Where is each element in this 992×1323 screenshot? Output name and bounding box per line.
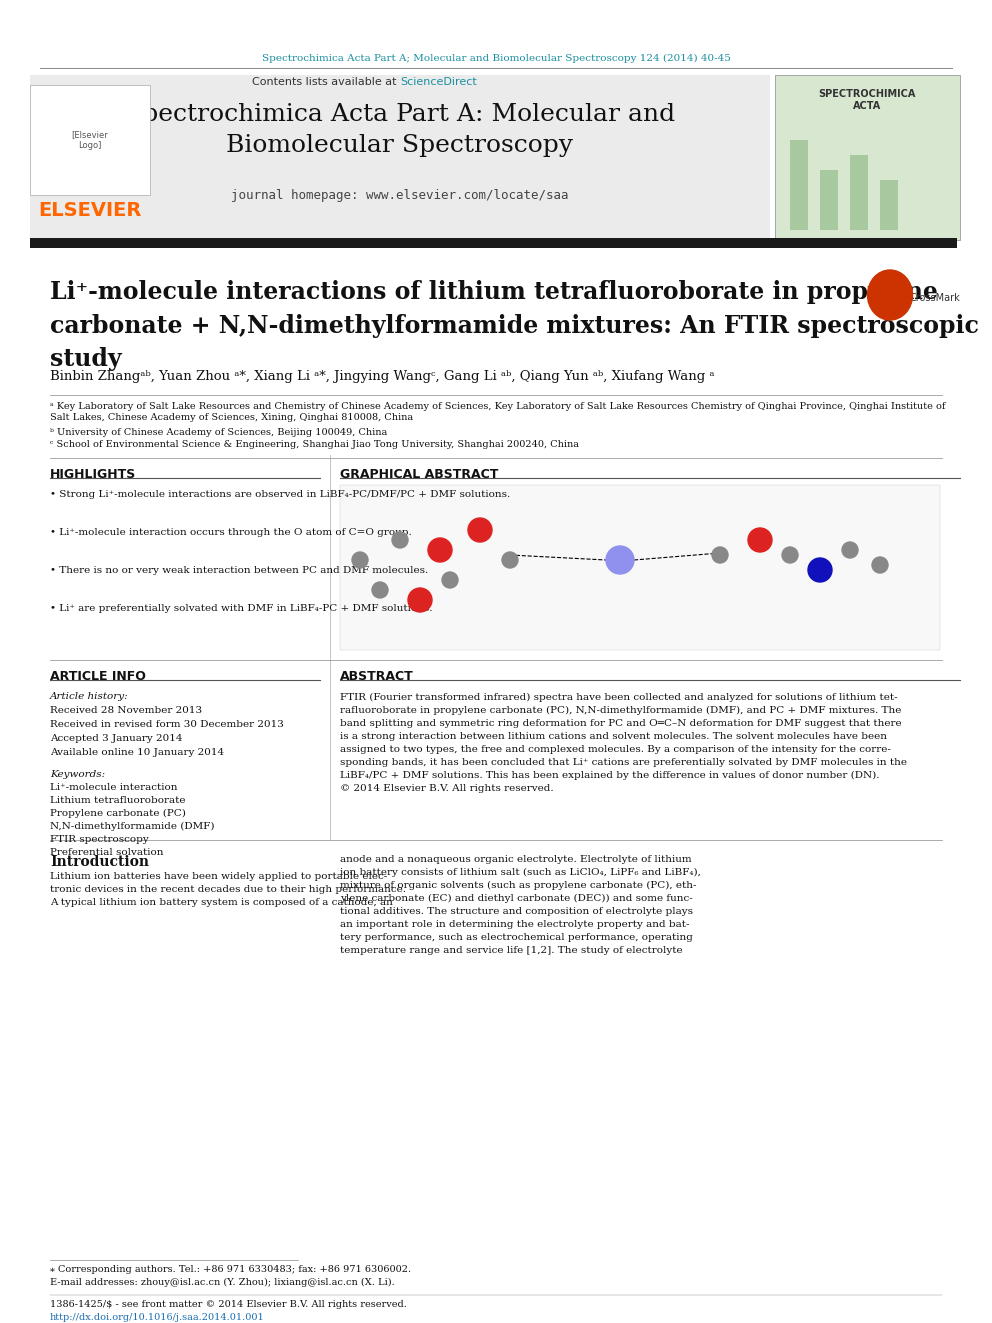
- Circle shape: [782, 546, 798, 564]
- Text: is a strong interaction between lithium cations and solvent molecules. The solve: is a strong interaction between lithium …: [340, 732, 887, 741]
- Text: ᵇ University of Chinese Academy of Sciences, Beijing 100049, China: ᵇ University of Chinese Academy of Scien…: [50, 429, 387, 437]
- Text: 1386-1425/$ - see front matter © 2014 Elsevier B.V. All rights reserved.: 1386-1425/$ - see front matter © 2014 El…: [50, 1301, 407, 1308]
- Bar: [850, 155, 868, 230]
- Circle shape: [372, 582, 388, 598]
- Text: http://dx.doi.org/10.1016/j.saa.2014.01.001: http://dx.doi.org/10.1016/j.saa.2014.01.…: [50, 1312, 265, 1322]
- Circle shape: [712, 546, 728, 564]
- Text: Available online 10 January 2014: Available online 10 January 2014: [50, 747, 224, 757]
- Circle shape: [408, 587, 432, 613]
- Text: Received in revised form 30 December 2013: Received in revised form 30 December 201…: [50, 720, 284, 729]
- Circle shape: [352, 552, 368, 568]
- Text: Li⁺-molecule interactions of lithium tetrafluoroborate in propylene
carbonate + : Li⁺-molecule interactions of lithium tet…: [50, 280, 979, 370]
- Text: Li⁺-molecule interaction: Li⁺-molecule interaction: [50, 783, 178, 792]
- Text: LiBF₄/PC + DMF solutions. This has been explained by the difference in values of: LiBF₄/PC + DMF solutions. This has been …: [340, 771, 880, 781]
- Circle shape: [842, 542, 858, 558]
- Text: tronic devices in the recent decades due to their high performance.: tronic devices in the recent decades due…: [50, 885, 406, 894]
- Circle shape: [606, 546, 634, 574]
- Text: temperature range and service life [1,2]. The study of electrolyte: temperature range and service life [1,2]…: [340, 946, 682, 955]
- Bar: [820, 169, 838, 230]
- Text: Introduction: Introduction: [50, 855, 149, 869]
- Text: tional additives. The structure and composition of electrolyte plays: tional additives. The structure and comp…: [340, 908, 693, 916]
- Circle shape: [808, 558, 832, 582]
- Text: • Li⁺-molecule interaction occurs through the O atom of C=O group.: • Li⁺-molecule interaction occurs throug…: [50, 528, 412, 537]
- Text: ᵃ Key Laboratory of Salt Lake Resources and Chemistry of Chinese Academy of Scie: ᵃ Key Laboratory of Salt Lake Resources …: [50, 402, 945, 422]
- Circle shape: [392, 532, 408, 548]
- Text: CrossMark: CrossMark: [910, 292, 960, 303]
- Text: tery performance, such as electrochemical performance, operating: tery performance, such as electrochemica…: [340, 933, 692, 942]
- Text: [Elsevier
Logo]: [Elsevier Logo]: [71, 130, 108, 149]
- Text: Preferential solvation: Preferential solvation: [50, 848, 164, 857]
- Circle shape: [442, 572, 458, 587]
- Text: GRAPHICAL ABSTRACT: GRAPHICAL ABSTRACT: [340, 468, 498, 482]
- Text: • There is no or very weak interaction between PC and DMF molecules.: • There is no or very weak interaction b…: [50, 566, 429, 576]
- Text: • Li⁺ are preferentially solvated with DMF in LiBF₄-PC + DMF solutions.: • Li⁺ are preferentially solvated with D…: [50, 605, 433, 613]
- Bar: [30, 85, 150, 194]
- Text: FTIR spectroscopy: FTIR spectroscopy: [50, 835, 149, 844]
- Text: • Strong Li⁺-molecule interactions are observed in LiBF₄-PC/DMF/PC + DMF solutio: • Strong Li⁺-molecule interactions are o…: [50, 490, 510, 499]
- Text: Received 28 November 2013: Received 28 November 2013: [50, 706, 202, 714]
- Text: FTIR (Fourier transformed infrared) spectra have been collected and analyzed for: FTIR (Fourier transformed infrared) spec…: [340, 693, 898, 703]
- Text: SPECTROCHIMICA
ACTA: SPECTROCHIMICA ACTA: [818, 89, 916, 111]
- Text: mixture of organic solvents (such as propylene carbonate (PC), eth-: mixture of organic solvents (such as pro…: [340, 881, 696, 890]
- Text: Propylene carbonate (PC): Propylene carbonate (PC): [50, 808, 186, 818]
- Text: rafluoroborate in propylene carbonate (PC), N,N-dimethylformamide (DMF), and PC : rafluoroborate in propylene carbonate (P…: [340, 706, 902, 716]
- Text: ELSEVIER: ELSEVIER: [39, 201, 142, 220]
- Text: Lithium tetrafluoroborate: Lithium tetrafluoroborate: [50, 796, 186, 804]
- Text: Keywords:: Keywords:: [50, 770, 105, 779]
- Circle shape: [748, 528, 772, 552]
- Text: anode and a nonaqueous organic electrolyte. Electrolyte of lithium: anode and a nonaqueous organic electroly…: [340, 855, 691, 864]
- Text: Spectrochimica Acta Part A; Molecular and Biomolecular Spectroscopy 124 (2014) 4: Spectrochimica Acta Part A; Molecular an…: [262, 53, 730, 62]
- Text: Li: Li: [615, 557, 625, 568]
- Text: ABSTRACT: ABSTRACT: [340, 669, 414, 683]
- Text: ⁎ Corresponding authors. Tel.: +86 971 6330483; fax: +86 971 6306002.: ⁎ Corresponding authors. Tel.: +86 971 6…: [50, 1265, 411, 1274]
- Bar: [775, 75, 960, 239]
- Text: sponding bands, it has been concluded that Li⁺ cations are preferentially solvat: sponding bands, it has been concluded th…: [340, 758, 907, 767]
- Text: journal homepage: www.elsevier.com/locate/saa: journal homepage: www.elsevier.com/locat…: [231, 188, 568, 201]
- Text: ARTICLE INFO: ARTICLE INFO: [50, 669, 146, 683]
- Text: band splitting and symmetric ring deformation for PC and O═C–N deformation for D: band splitting and symmetric ring deform…: [340, 718, 902, 728]
- Text: ᶜ School of Environmental Science & Engineering, Shanghai Jiao Tong University, : ᶜ School of Environmental Science & Engi…: [50, 441, 579, 448]
- Bar: [790, 140, 808, 230]
- Bar: [340, 486, 940, 650]
- Text: assigned to two types, the free and complexed molecules. By a comparison of the : assigned to two types, the free and comp…: [340, 745, 891, 754]
- Bar: [30, 75, 770, 239]
- Text: ion battery consists of lithium salt (such as LiClO₄, LiPF₆ and LiBF₄),: ion battery consists of lithium salt (su…: [340, 868, 701, 877]
- Bar: [880, 180, 898, 230]
- Text: N,N-dimethylformamide (DMF): N,N-dimethylformamide (DMF): [50, 822, 214, 831]
- Bar: [30, 238, 957, 247]
- Ellipse shape: [867, 270, 913, 320]
- Text: HIGHLIGHTS: HIGHLIGHTS: [50, 468, 136, 482]
- Circle shape: [428, 538, 452, 562]
- Text: an important role in determining the electrolyte property and bat-: an important role in determining the ele…: [340, 919, 689, 929]
- Text: A typical lithium ion battery system is composed of a cathode, an: A typical lithium ion battery system is …: [50, 898, 393, 908]
- Text: © 2014 Elsevier B.V. All rights reserved.: © 2014 Elsevier B.V. All rights reserved…: [340, 785, 554, 792]
- Text: ScienceDirect: ScienceDirect: [400, 77, 477, 87]
- Circle shape: [468, 519, 492, 542]
- Circle shape: [872, 557, 888, 573]
- Text: Accepted 3 January 2014: Accepted 3 January 2014: [50, 734, 183, 744]
- Text: Spectrochimica Acta Part A: Molecular and
Biomolecular Spectroscopy: Spectrochimica Acta Part A: Molecular an…: [125, 103, 676, 156]
- Text: ylene carbonate (EC) and diethyl carbonate (DEC)) and some func-: ylene carbonate (EC) and diethyl carbona…: [340, 894, 692, 904]
- Text: E-mail addresses: zhouy@isl.ac.cn (Y. Zhou); lixiang@isl.ac.cn (X. Li).: E-mail addresses: zhouy@isl.ac.cn (Y. Zh…: [50, 1278, 395, 1287]
- Text: Binbin Zhangᵃᵇ, Yuan Zhou ᵃ*, Xiang Li ᵃ*, Jingying Wangᶜ, Gang Li ᵃᵇ, Qiang Yun: Binbin Zhangᵃᵇ, Yuan Zhou ᵃ*, Xiang Li ᵃ…: [50, 370, 714, 382]
- Text: Article history:: Article history:: [50, 692, 129, 701]
- Text: Lithium ion batteries have been widely applied to portable elec-: Lithium ion batteries have been widely a…: [50, 872, 387, 881]
- Circle shape: [502, 552, 518, 568]
- Text: Contents lists available at: Contents lists available at: [252, 77, 400, 87]
